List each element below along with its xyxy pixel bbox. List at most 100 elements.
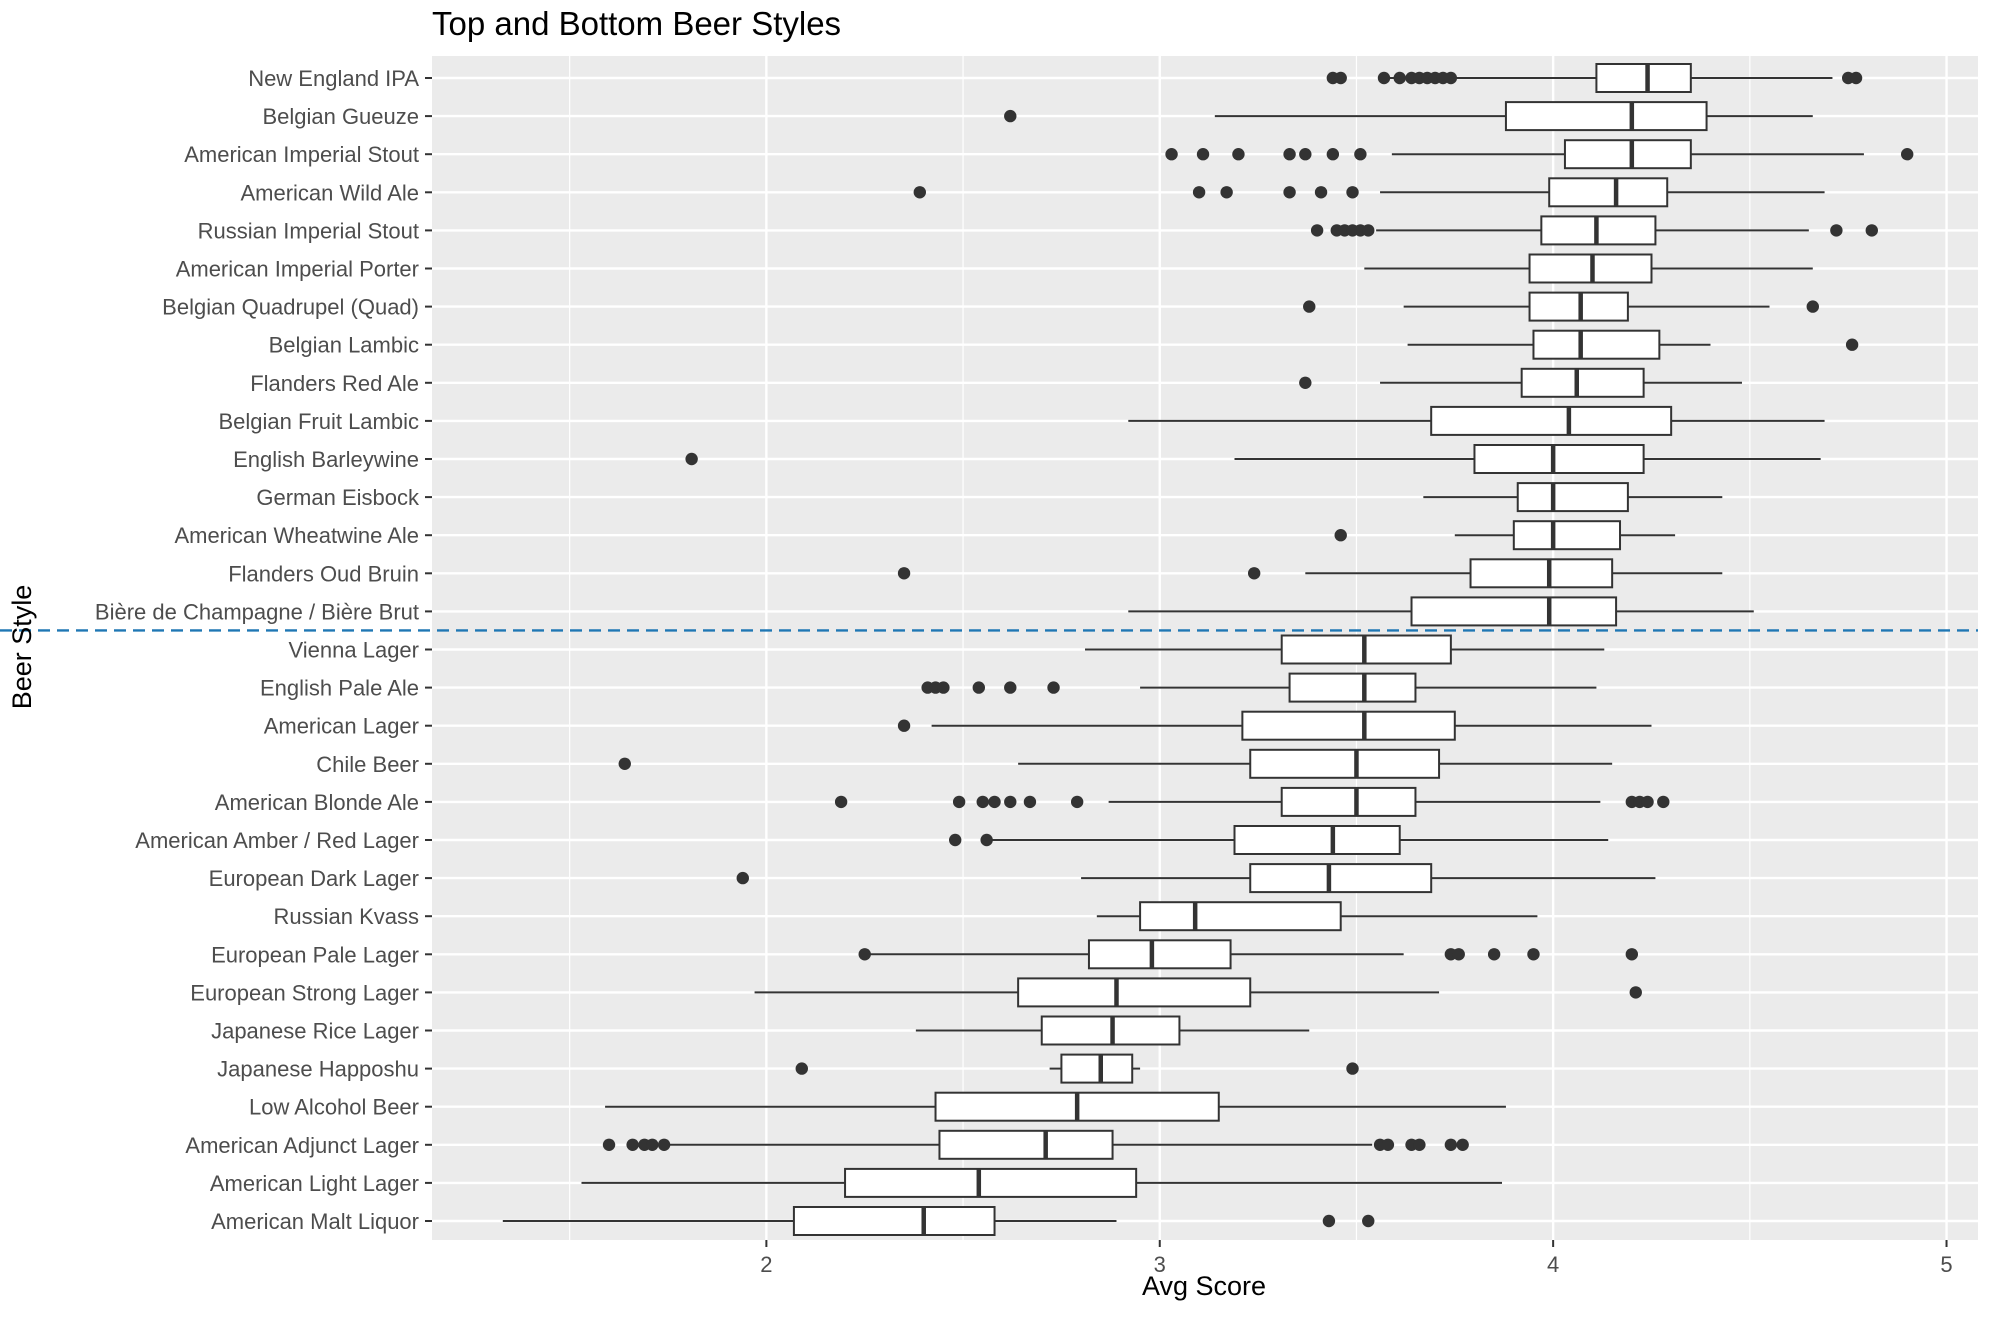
box-16	[921, 672, 1597, 703]
outlier-point	[1283, 186, 1296, 199]
box-26	[795, 1053, 1359, 1084]
y-tick-label: American Malt Liquor	[211, 1209, 419, 1234]
y-tick-label: American Blonde Ale	[215, 790, 419, 815]
outlier-point	[834, 795, 848, 809]
box-iqr	[1249, 863, 1433, 894]
box-3	[913, 177, 1825, 208]
outlier-point	[646, 1138, 659, 1152]
y-tick-label: Bière de Champagne / Bière Brut	[95, 599, 419, 624]
outlier-point	[1299, 148, 1312, 161]
y-tick-label: American Wild Ale	[240, 180, 419, 205]
y-tick-label: Belgian Fruit Lambic	[218, 409, 419, 434]
x-tick-label: 2	[760, 1252, 772, 1277]
outlier-point	[949, 833, 962, 847]
y-tick-label: Low Alcohol Beer	[249, 1095, 419, 1120]
y-tick-label: Russian Kvass	[273, 904, 419, 929]
box-iqr	[1087, 939, 1232, 970]
x-tick-label: 4	[1547, 1252, 1559, 1277]
box-11	[1423, 482, 1723, 513]
y-tick-label: American Lager	[264, 714, 419, 739]
outlier-point	[1444, 1138, 1458, 1152]
box-27	[605, 1091, 1506, 1122]
outlier-point	[1004, 681, 1017, 694]
outlier-point	[602, 1138, 616, 1152]
box-23	[858, 939, 1639, 970]
outlier-point	[1004, 109, 1017, 123]
y-tick-label: Belgian Quadrupel (Quad)	[162, 295, 419, 320]
box-iqr	[1563, 139, 1692, 170]
box-20	[949, 825, 1609, 855]
outlier-point	[1377, 71, 1391, 85]
y-tick-label: New England IPA	[248, 66, 419, 91]
outlier-point	[1310, 224, 1324, 237]
box-iqr	[1233, 825, 1401, 855]
outlier-point	[1381, 1138, 1395, 1152]
y-tick-label: Chile Beer	[316, 752, 419, 777]
outlier-point	[1849, 71, 1863, 85]
outlier-point	[1900, 148, 1914, 161]
box-2	[1165, 139, 1914, 170]
y-tick-label: Japanese Happoshu	[217, 1057, 419, 1082]
box-24	[754, 977, 1642, 1008]
outlier-point	[1004, 795, 1017, 809]
box-0	[1326, 63, 1863, 93]
x-tick-label: 3	[1154, 1252, 1166, 1277]
box-iqr	[1520, 367, 1645, 398]
box-21	[736, 863, 1656, 894]
box-iqr	[844, 1167, 1138, 1198]
outlier-point	[1232, 148, 1245, 161]
box-iqr	[1430, 405, 1673, 436]
box-iqr	[1280, 786, 1417, 817]
box-12	[1334, 520, 1676, 551]
outlier-point	[1845, 338, 1859, 351]
box-17	[897, 710, 1652, 741]
box-iqr	[1060, 1053, 1134, 1084]
outlier-point	[897, 719, 911, 732]
y-tick-label: Flanders Oud Bruin	[228, 561, 419, 586]
outlier-point	[1413, 1138, 1426, 1152]
box-28	[602, 1129, 1469, 1160]
box-7	[1407, 329, 1859, 360]
y-tick-label: American Imperial Stout	[184, 142, 419, 167]
outlier-point	[1326, 148, 1340, 161]
box-8	[1299, 367, 1742, 398]
x-tick-label: 5	[1940, 1252, 1952, 1277]
x-axis-ticks: 2 3 4 5	[760, 1240, 1953, 1277]
plot-panel	[0, 56, 1978, 1240]
outlier-point	[937, 681, 950, 694]
outlier-point	[1346, 1062, 1359, 1075]
box-4	[1310, 215, 1878, 246]
y-tick-label: Russian Imperial Stout	[198, 218, 419, 243]
outlier-point	[1362, 1214, 1375, 1228]
outlier-point	[913, 186, 926, 199]
box-18	[618, 748, 1613, 779]
box-iqr	[1249, 748, 1441, 779]
box-iqr	[1548, 177, 1669, 208]
box-10	[685, 444, 1821, 474]
outlier-point	[1023, 795, 1037, 809]
y-tick-label: European Strong Lager	[190, 980, 419, 1005]
y-tick-label: English Barleywine	[233, 447, 419, 472]
outlier-point	[1346, 186, 1359, 199]
box-iqr	[1532, 329, 1661, 360]
outlier-point	[1299, 376, 1312, 389]
y-tick-label: American Amber / Red Lager	[135, 828, 419, 853]
box-iqr	[938, 1129, 1114, 1160]
outlier-point	[1641, 795, 1654, 809]
y-tick-label: Flanders Red Ale	[250, 371, 419, 396]
box-iqr	[1469, 558, 1614, 589]
y-tick-label: American Wheatwine Ale	[174, 523, 419, 548]
box-19	[834, 786, 1670, 817]
box-5	[1364, 253, 1813, 284]
outlier-point	[1865, 224, 1878, 237]
outlier-point	[1657, 795, 1670, 809]
outlier-point	[1629, 986, 1642, 999]
y-tick-label: Vienna Lager	[289, 638, 420, 663]
outlier-point	[1354, 148, 1367, 161]
y-tick-label: American Imperial Porter	[176, 257, 419, 282]
outlier-point	[1452, 948, 1465, 961]
y-tick-label: Japanese Rice Lager	[211, 1019, 419, 1044]
box-22	[1096, 901, 1538, 932]
